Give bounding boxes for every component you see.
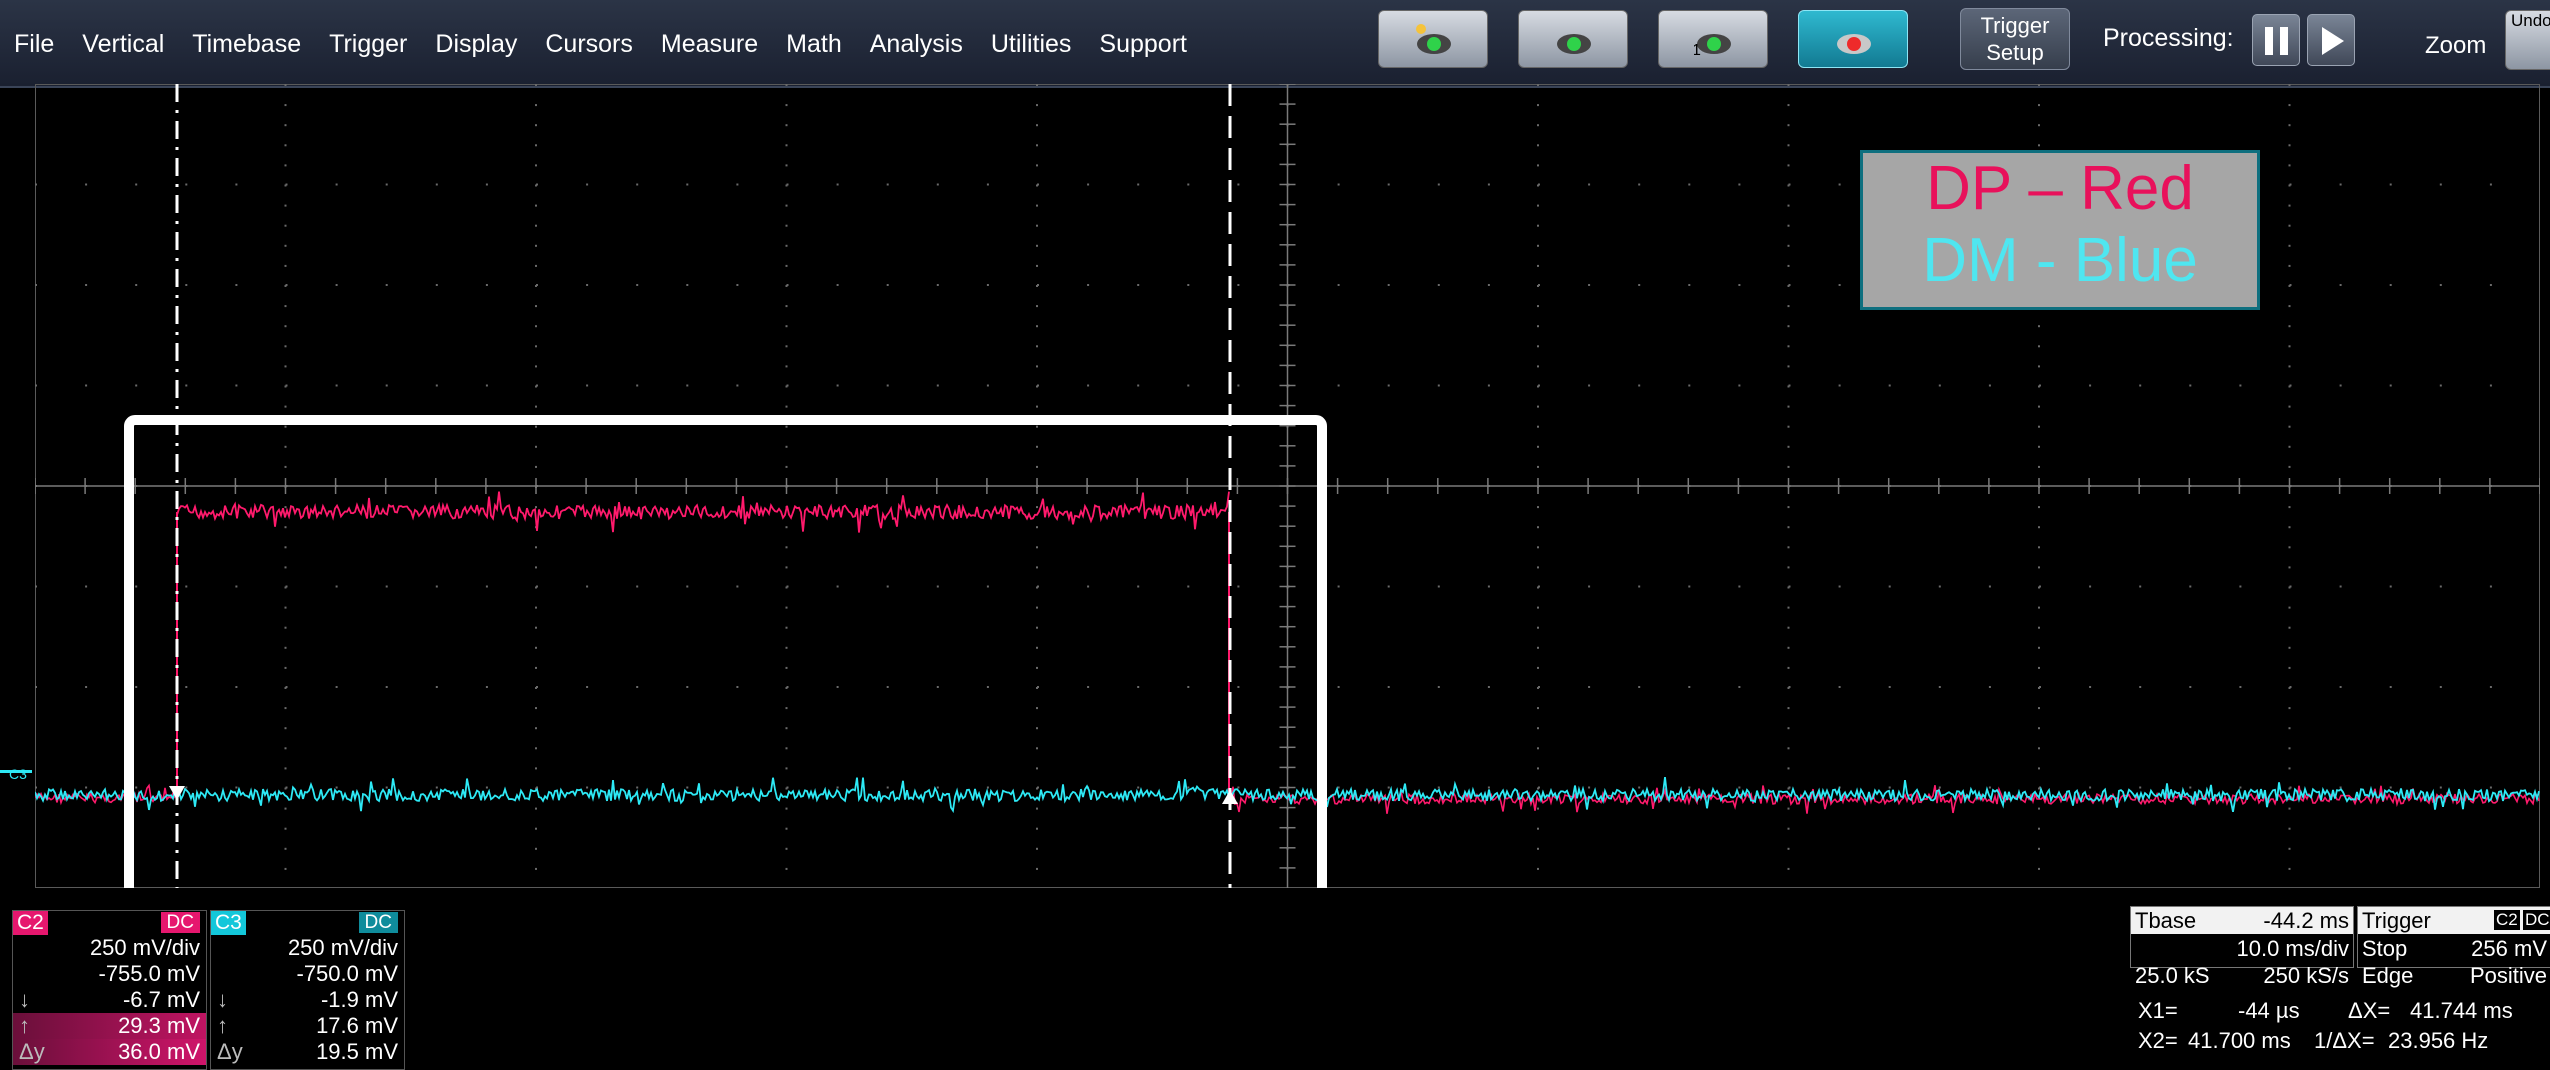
single-trigger-icon: 1 (1694, 34, 1731, 57)
stop-trigger-button[interactable] (1798, 10, 1908, 68)
cursor-x1-marker (169, 786, 185, 800)
menu-analysis[interactable]: Analysis (869, 30, 963, 58)
trigger-coupling: DC (2523, 910, 2550, 930)
trigger-setup-button[interactable]: Trigger Setup (1960, 8, 2070, 70)
menu-list: File Vertical Timebase Trigger Display C… (0, 27, 1201, 61)
c3-coupling: DC (358, 912, 398, 933)
processing-label: Processing: (2103, 24, 2234, 52)
signal-legend: DP – Red DM - Blue (1860, 150, 2260, 310)
c3-offset: -750.0 mV (296, 961, 399, 986)
c2-offset: -755.0 mV (98, 961, 201, 986)
pause-icon (2265, 27, 2288, 55)
inv-dx-label: 1/ΔX= (2314, 1028, 2375, 1053)
c2-cursor-up: 29.3 mV (118, 1013, 200, 1038)
tbase-rate: 250 kS/s (2263, 963, 2349, 988)
cursor-lines[interactable] (169, 84, 1238, 888)
tbase-label: Tbase (2135, 908, 2197, 933)
trigger-setup-line1: Trigger (1980, 13, 2050, 38)
c3-scale: 250 mV/div (287, 935, 398, 960)
timebase-descriptor[interactable]: Tbase -44.2 ms 10.0 ms/div 25.0 kS 250 k… (2130, 906, 2354, 988)
tbase-scale: 10.0 ms/div (2236, 936, 2350, 961)
c2-high-pulse (176, 491, 1230, 533)
c3-trace (35, 776, 2540, 814)
cursor-x2-marker (1222, 790, 1238, 804)
trigger-label: Trigger (2362, 908, 2431, 933)
c2-descriptor[interactable]: C2 DC 250 mV/div -755.0 mV ↓ -6.7 mV ↑ 29.3… (12, 910, 207, 1070)
x2-label: X2= (2138, 1028, 2178, 1053)
waveform-grid[interactable] (35, 84, 2540, 888)
inv-dx-value: 23.956 Hz (2388, 1028, 2489, 1053)
c3-down-label: ↓ (217, 987, 228, 1012)
cursor-readout: X1= -44 µs ΔX= 41.744 ms X2= 41.700 ms 1… (2130, 994, 2550, 1070)
normal-trigger-icon (1557, 34, 1591, 54)
menu-measure[interactable]: Measure (660, 30, 759, 58)
menu-file[interactable]: File (14, 30, 55, 58)
c2-down-label: ↓ (19, 987, 30, 1012)
auto-trigger-icon (1416, 24, 1451, 54)
highlight-box (124, 415, 1327, 888)
play-icon (2322, 27, 2344, 55)
x1-label: X1= (2138, 998, 2178, 1023)
zoom-label: Zoom (2425, 32, 2487, 59)
menu-support[interactable]: Support (1099, 30, 1187, 58)
menu-cursors[interactable]: Cursors (545, 30, 633, 58)
menu-bar: File Vertical Timebase Trigger Display C… (0, 0, 2550, 88)
trigger-type: Edge (2362, 963, 2414, 988)
tbase-delay: -44.2 ms (2263, 908, 2349, 933)
c2-scale: 250 mV/div (89, 935, 200, 960)
auto-trigger-button[interactable] (1378, 10, 1488, 68)
dx-value: 41.744 ms (2410, 998, 2513, 1023)
c2-cursor-delta: 36.0 mV (118, 1039, 200, 1064)
legend-dp-red: DP – Red (1926, 154, 2194, 223)
x2-value: 41.700 ms (2188, 1028, 2291, 1053)
c3-cursor-delta: 19.5 mV (316, 1039, 398, 1064)
trigger-slope: Positive (2469, 963, 2547, 988)
menu-utilities[interactable]: Utilities (990, 30, 1072, 58)
c2-tag: C2 (13, 911, 48, 935)
trigger-mode: Stop (2362, 936, 2408, 961)
c2-delta-label: Δy (19, 1039, 45, 1064)
undo-button[interactable]: Undo (2505, 10, 2550, 70)
c2-cursor-down: -6.7 mV (122, 987, 200, 1012)
menu-math[interactable]: Math (786, 30, 842, 58)
tbase-samples: 25.0 kS (2135, 963, 2210, 988)
menu-timebase[interactable]: Timebase (192, 30, 302, 58)
c3-delta-label: Δy (217, 1039, 243, 1064)
c3-offset-marker[interactable] (0, 770, 32, 773)
trigger-descriptor[interactable]: Trigger C2 DC Stop 256 mV Edge Positive (2357, 906, 2550, 988)
single-trigger-button[interactable]: 1 (1658, 10, 1768, 68)
c3-descriptor[interactable]: C3 DC 250 mV/div -750.0 mV ↓ -1.9 mV ↑ 17.6… (210, 910, 405, 1070)
trigger-source: C2 (2494, 910, 2520, 930)
c3-cursor-down: -1.9 mV (320, 987, 398, 1012)
c3-baseline (35, 776, 2540, 814)
c3-cursor-up: 17.6 mV (316, 1013, 398, 1038)
c2-up-label: ↑ (19, 1013, 30, 1038)
trigger-level: 256 mV (2471, 936, 2547, 961)
trigger-setup-line2: Setup (1986, 40, 2044, 65)
legend-dm-blue: DM - Blue (1922, 226, 2198, 295)
grid-lines (35, 84, 2540, 888)
menu-trigger[interactable]: Trigger (329, 30, 408, 58)
c3-marker-label: C3 (9, 766, 27, 782)
c2-coupling: DC (160, 912, 200, 933)
menu-vertical[interactable]: Vertical (82, 30, 165, 58)
x1-value: -44 µs (2238, 998, 2300, 1023)
normal-trigger-button[interactable] (1518, 10, 1628, 68)
undo-label: Undo (2511, 11, 2550, 30)
single-trigger-digit: 1 (1694, 42, 1701, 57)
play-button[interactable] (2307, 14, 2355, 66)
stop-trigger-icon (1837, 34, 1871, 54)
c3-tag: C3 (211, 911, 246, 935)
pause-button[interactable] (2252, 14, 2300, 66)
dx-label: ΔX= (2348, 998, 2391, 1023)
c3-up-label: ↑ (217, 1013, 228, 1038)
menu-display[interactable]: Display (435, 30, 518, 58)
